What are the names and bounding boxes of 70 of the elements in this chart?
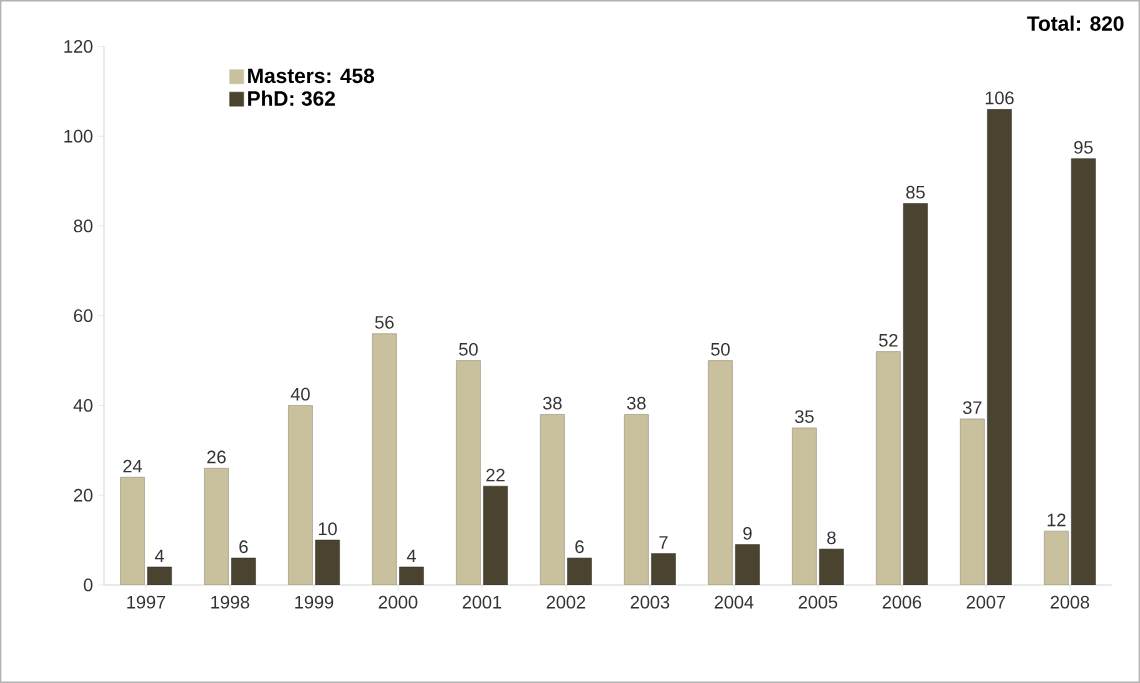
legend-label: Masters: 458 [248, 68, 375, 84]
y-tick-label: 40 [73, 399, 93, 412]
data-label: 12 [1047, 513, 1066, 527]
data-label: 4 [154, 549, 165, 563]
bar [483, 485, 508, 585]
data-label: 106 [985, 91, 1014, 105]
y-tick-label: 120 [64, 40, 93, 53]
bar [792, 427, 817, 585]
bar [1044, 530, 1069, 585]
data-label: 50 [459, 342, 478, 356]
x-tick-label: 2006 [882, 595, 922, 609]
data-label: 22 [486, 468, 505, 482]
bar [147, 566, 172, 585]
data-label: 40 [290, 387, 310, 401]
data-label: 95 [1074, 140, 1093, 154]
text: Total: 820 [1027, 15, 1124, 31]
bar [456, 360, 481, 585]
x-tick-label: 2005 [798, 595, 838, 609]
bar [567, 557, 592, 585]
x-tick-label: 2007 [966, 595, 1006, 609]
data-label: 7 [659, 536, 668, 549]
data-label: 26 [207, 450, 226, 464]
data-label: 35 [795, 410, 814, 424]
x-tick-label: 1998 [211, 595, 250, 609]
bar [960, 418, 985, 585]
bar [231, 557, 256, 585]
data-label: 56 [375, 315, 394, 329]
x-tick-label: 1999 [295, 595, 334, 609]
y-tick-label: 80 [73, 219, 93, 233]
bar [120, 477, 145, 585]
bar [708, 360, 733, 585]
data-label: 9 [743, 526, 752, 540]
data-label: 24 [123, 459, 142, 473]
data-label: 4 [406, 549, 416, 563]
x-tick-label: 2001 [462, 595, 502, 609]
bar [372, 333, 397, 585]
x-tick-label: 2002 [546, 595, 586, 609]
data-label: 6 [239, 540, 248, 554]
bar [288, 405, 313, 585]
data-label: 52 [879, 333, 898, 347]
bar [903, 203, 928, 585]
data-label: 37 [963, 401, 982, 415]
x-tick-label: 2004 [714, 595, 754, 609]
bar [876, 351, 901, 585]
data-label: 85 [906, 185, 925, 199]
legend-label: PhD: 362 [248, 90, 335, 106]
x-tick-label: 2003 [630, 595, 670, 609]
x-tick-label: 2000 [378, 595, 418, 609]
y-tick-label: 0 [83, 578, 93, 592]
x-tick-label: 1997 [127, 595, 166, 609]
y-tick-label: 100 [64, 129, 93, 143]
data-label: 38 [627, 396, 646, 410]
bar [204, 468, 229, 585]
bar [315, 539, 340, 585]
data-label: 6 [575, 540, 584, 554]
bar [1071, 158, 1096, 585]
bar [819, 548, 844, 585]
bar [651, 553, 676, 585]
y-tick-label: 60 [74, 309, 93, 323]
data-label: 10 [318, 522, 337, 536]
bar [987, 109, 1012, 585]
data-label: 38 [543, 396, 562, 410]
bar [399, 566, 424, 585]
data-label: 50 [711, 342, 730, 356]
bar [540, 414, 565, 585]
x-tick-label: 2008 [1050, 595, 1090, 609]
bar [624, 414, 649, 585]
data-label: 8 [827, 531, 836, 545]
bar [735, 544, 760, 585]
y-tick-label: 20 [74, 488, 93, 502]
